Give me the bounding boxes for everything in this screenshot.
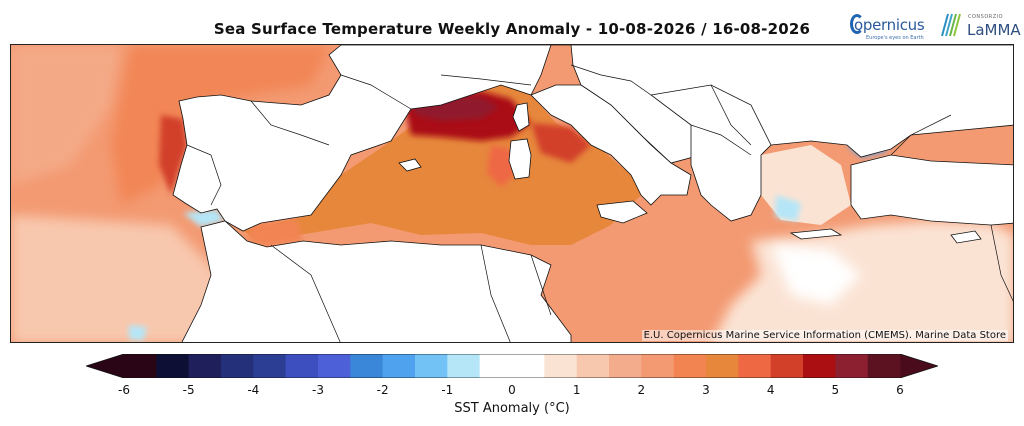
land-crete xyxy=(789,228,843,240)
lamma-consortium-label: CONSORZIO xyxy=(968,14,1004,20)
colorbar-segment xyxy=(156,354,189,378)
land-europe-west xyxy=(172,45,1013,232)
land-turkey xyxy=(850,154,1013,226)
logo-group: opernicus Europe's eyes on Earth CONSORZ… xyxy=(850,8,1021,44)
colorbar-tick-label: 4 xyxy=(766,383,775,397)
land-corsica xyxy=(512,102,530,132)
colorbar-tick-label: -6 xyxy=(118,383,130,397)
land-cyprus xyxy=(950,230,982,244)
colorbar-segment xyxy=(641,354,674,378)
colorbar-segment xyxy=(285,354,319,378)
colorbar-segments xyxy=(86,354,938,378)
copernicus-wordmark: opernicus xyxy=(854,16,925,34)
atlantic-cool-zone xyxy=(11,45,121,185)
land-sardinia xyxy=(508,138,532,180)
lamma-stripes-icon xyxy=(941,13,961,37)
colorbar-segment xyxy=(415,354,448,378)
sardinia-west-hot xyxy=(487,145,515,187)
atlantic-sw-cool xyxy=(129,325,147,341)
colorbar-segment xyxy=(609,354,642,378)
colorbar-segment xyxy=(253,354,286,378)
colorbar-segment xyxy=(544,354,577,378)
country-borders xyxy=(186,64,1013,342)
map-title: Sea Surface Temperature Weekly Anomaly -… xyxy=(213,20,811,38)
colorbar-tick-label: -4 xyxy=(247,383,260,397)
colorbar-segment xyxy=(835,354,868,378)
colorbar-segment xyxy=(479,354,513,378)
colorbar-tick-label: 0 xyxy=(508,383,516,397)
atlantic-south-zone xyxy=(11,215,221,342)
colorbar-segment xyxy=(803,354,836,378)
lamma-wordmark: LaMMA xyxy=(967,21,1021,39)
tyrrhenian-hot xyxy=(531,123,591,163)
colorbar-tick-label: -1 xyxy=(441,383,454,397)
colorbar-segment xyxy=(188,354,222,378)
colorbar-tick-label: 3 xyxy=(702,383,710,397)
land-italy xyxy=(530,84,692,206)
copernicus-ring-icon xyxy=(850,14,864,34)
colorbar-segment xyxy=(738,354,771,378)
alboran-warm xyxy=(247,219,303,247)
land-balkans xyxy=(650,84,772,222)
colorbar-tick-label: 2 xyxy=(637,383,646,397)
colorbar-segment xyxy=(673,354,707,378)
ionian-sea xyxy=(541,195,771,335)
copernicus-logo: opernicus Europe's eyes on Earth xyxy=(850,8,930,44)
colorbar-segment xyxy=(447,354,480,378)
colorbar-segment xyxy=(512,354,545,378)
map-canvas xyxy=(11,45,1013,342)
land-sicily xyxy=(596,200,648,224)
colorbar-label: SST Anomaly (°C) xyxy=(454,401,570,416)
gibraltar-cool xyxy=(183,209,225,227)
colorbar-over-triangle xyxy=(900,354,938,378)
colorbar-segment xyxy=(770,354,804,378)
colorbar-segment xyxy=(867,354,901,378)
sst-anomaly-map xyxy=(10,44,1014,343)
colorbar-tick-label: -5 xyxy=(182,383,195,397)
colorbar-tick-label: 1 xyxy=(572,383,581,397)
colorbar-tick-label: -3 xyxy=(312,383,324,397)
colorbar-segment xyxy=(124,354,157,378)
colorbar-tick-label: 5 xyxy=(831,383,840,397)
colorbar-tick-label: 6 xyxy=(896,383,904,397)
colorbar-segment xyxy=(706,354,739,378)
colorbar-segment xyxy=(576,354,610,378)
colorbar-tick-label: -2 xyxy=(376,383,389,397)
levantine-white xyxy=(771,245,861,305)
colorbar-segment xyxy=(221,354,254,378)
copernicus-tagline: Europe's eyes on Earth xyxy=(866,35,924,41)
colorbar-segment xyxy=(318,354,351,378)
lamma-logo: CONSORZIO LaMMA xyxy=(940,8,1021,44)
colorbar xyxy=(86,354,938,378)
aegean-cool-patch xyxy=(775,195,801,221)
land-balearics xyxy=(398,158,422,172)
colorbar-segment xyxy=(350,354,383,378)
colorbar-under-triangle xyxy=(86,354,124,378)
data-credit: E.U. Copernicus Marine Service Informati… xyxy=(641,330,1008,341)
portugal-coast-hot xyxy=(159,115,187,195)
colorbar-segment xyxy=(382,354,416,378)
